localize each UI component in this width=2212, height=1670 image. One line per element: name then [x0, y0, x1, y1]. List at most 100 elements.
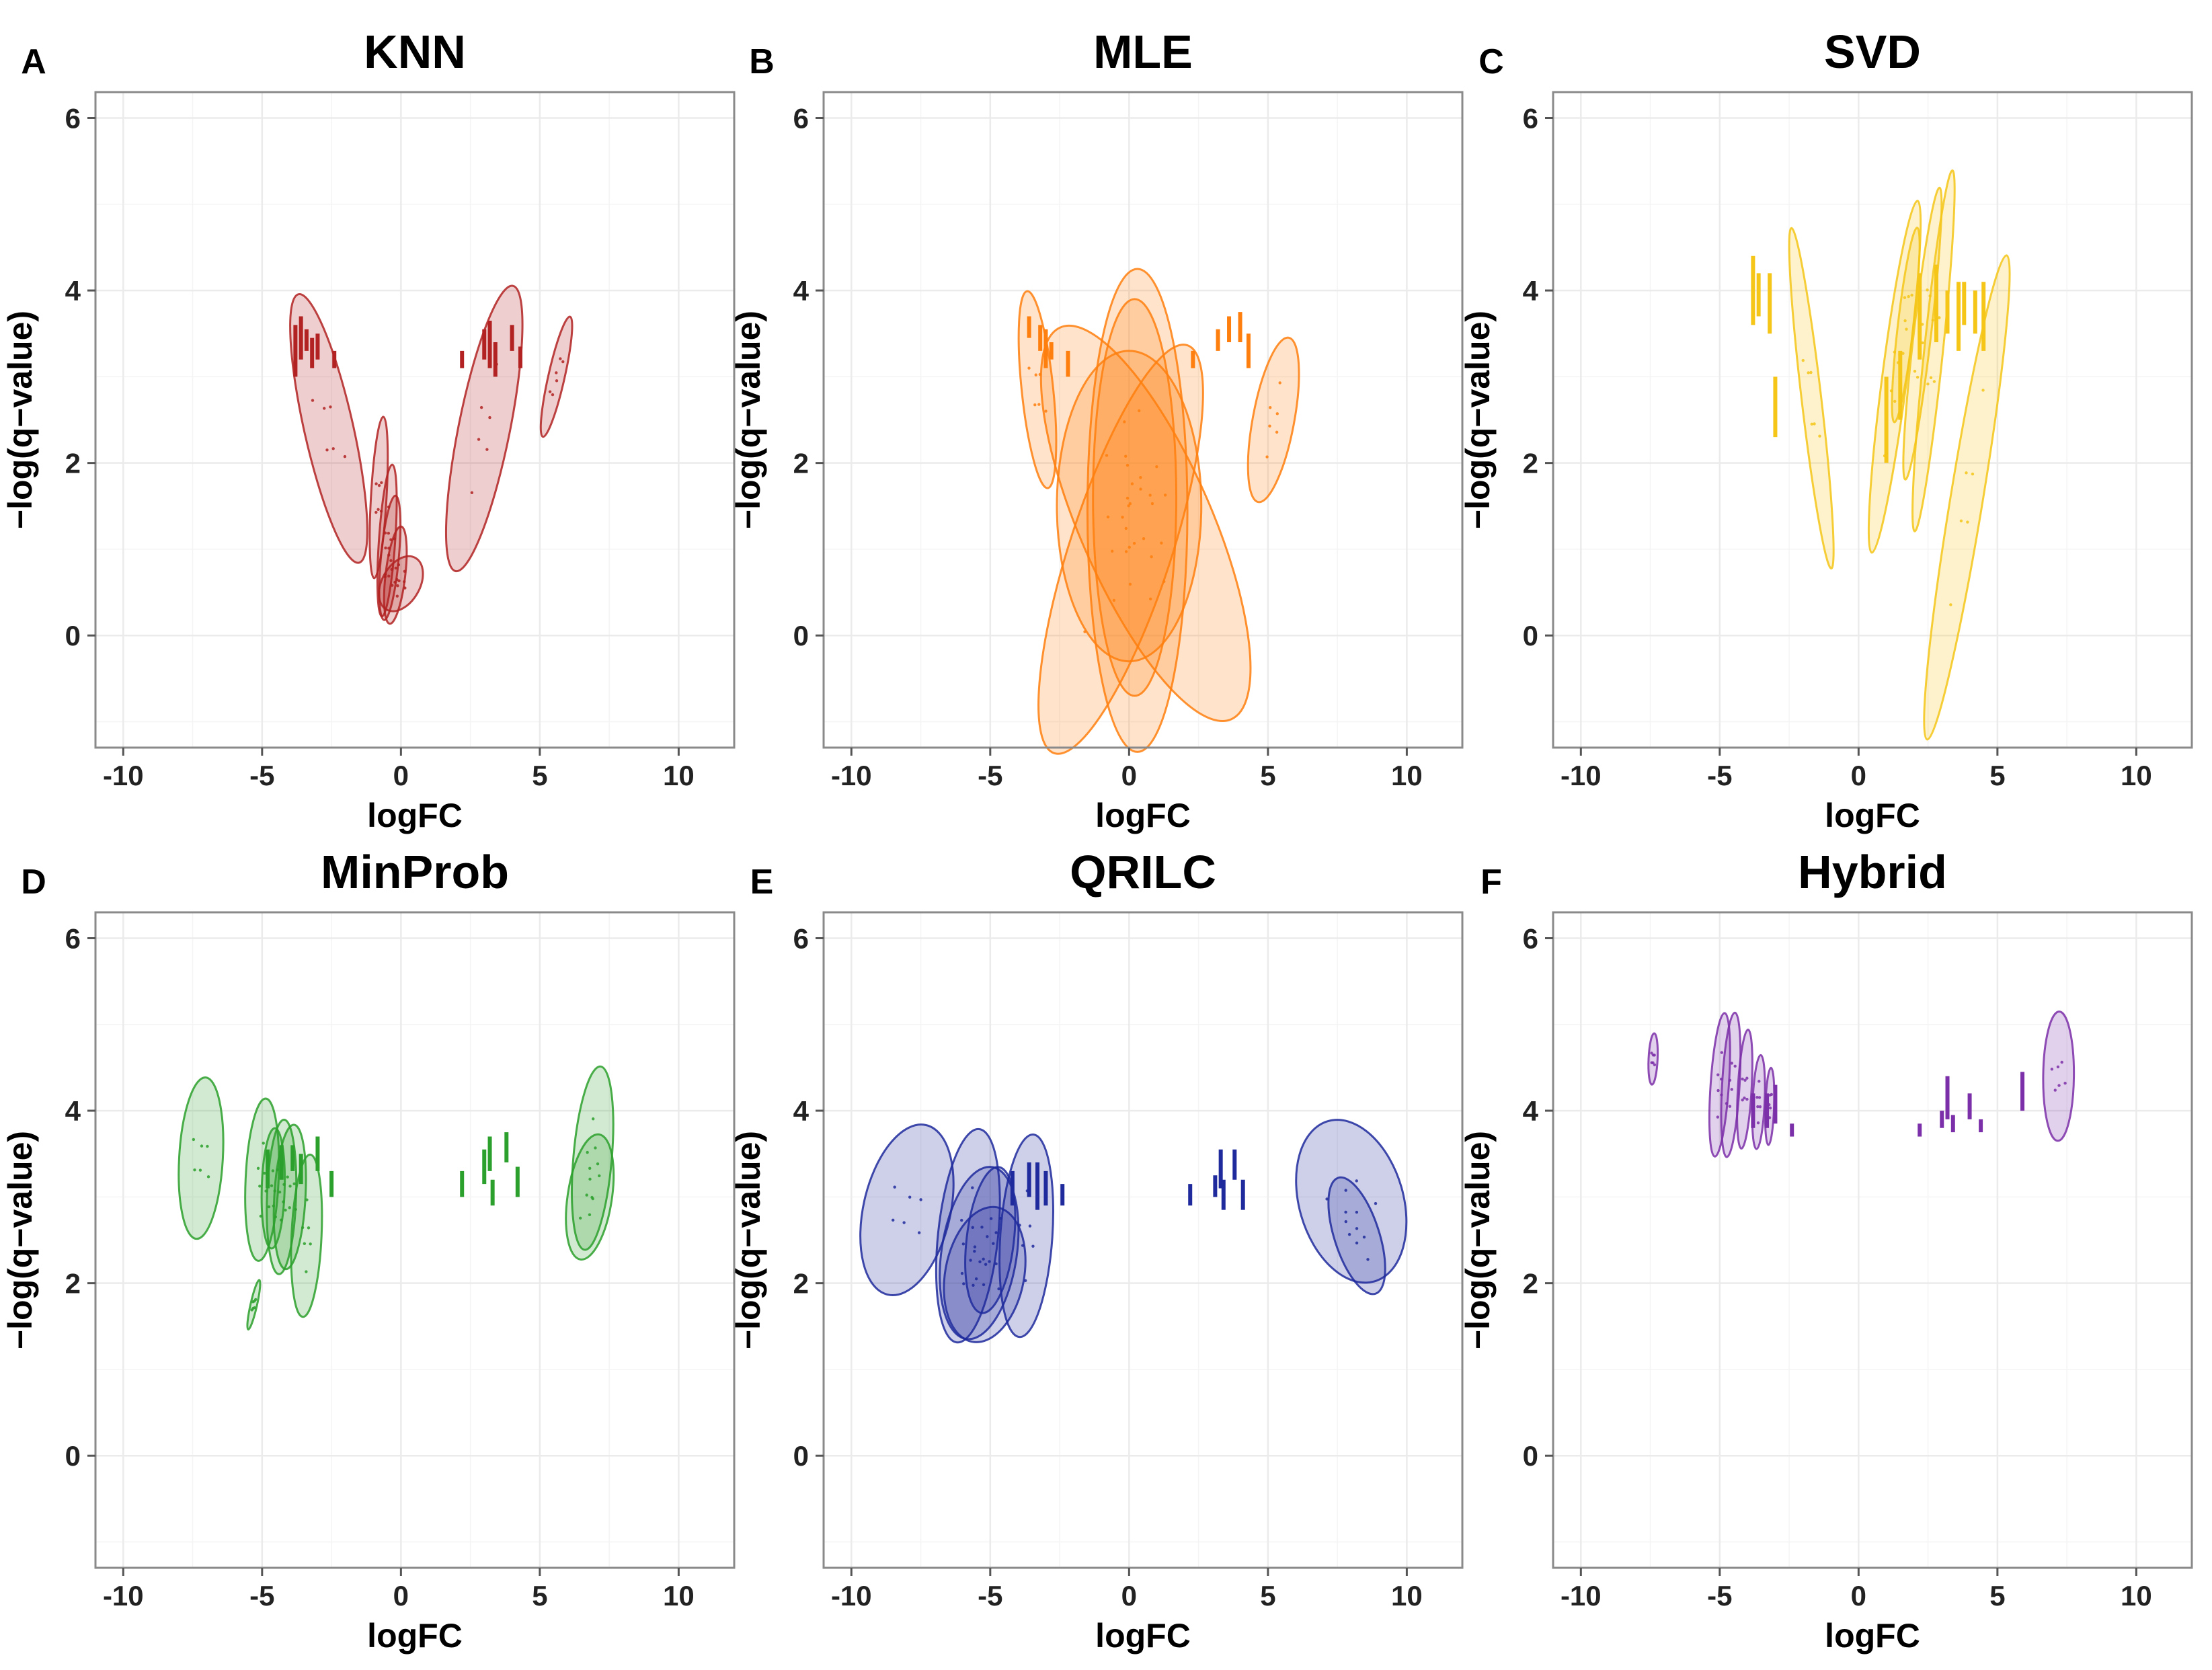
data-point: [380, 481, 383, 485]
data-point: [1743, 1078, 1747, 1082]
cluster-ellipse: [1647, 1032, 1659, 1086]
x-tick-label: 10: [2121, 1580, 2152, 1612]
data-point: [271, 1169, 275, 1172]
data-point: [1650, 1061, 1653, 1064]
y-tick-label: 4: [65, 1095, 81, 1127]
data-point: [1720, 1051, 1724, 1054]
data-point: [988, 1260, 991, 1263]
data-point: [193, 1168, 196, 1172]
data-point: [548, 390, 552, 393]
data-point: [989, 1217, 993, 1220]
data-point: [1125, 496, 1130, 500]
cluster-ellipse: [1902, 186, 1943, 481]
cluster-ellipse: [289, 292, 368, 564]
cluster-ellipse: [943, 1205, 1027, 1343]
x-axis-label: logFC: [1095, 1617, 1191, 1655]
data-point: [1768, 1106, 1772, 1110]
panel-letter: A: [21, 42, 46, 81]
data-point: [908, 1195, 912, 1199]
y-tick-label: 0: [793, 1440, 809, 1472]
data-point: [294, 1207, 297, 1211]
data-point: [251, 1300, 255, 1304]
data-point: [1730, 1088, 1733, 1091]
data-layer: [1751, 169, 2011, 741]
data-point: [1124, 526, 1128, 530]
data-point: [1344, 1210, 1347, 1214]
data-point: [1139, 476, 1142, 479]
data-point: [286, 1175, 289, 1179]
x-tick-label: 10: [1391, 760, 1423, 791]
data-point: [477, 438, 481, 441]
data-point: [1268, 424, 1271, 428]
data-layer: [177, 1065, 615, 1331]
data-point: [198, 1168, 202, 1172]
y-tick-label: 0: [793, 620, 809, 651]
panel-b: -10 -5 0 5 10 0 2 4 6 logFC −log(q−value) MLE B: [729, 26, 1464, 834]
plot-area: [1552, 911, 2193, 1569]
y-tick-label: 0: [65, 620, 81, 651]
data-point: [278, 1190, 282, 1194]
data-point: [1265, 455, 1269, 459]
data-point: [1971, 472, 1975, 476]
data-point: [1268, 405, 1272, 409]
x-axis-label: logFC: [1825, 1617, 1920, 1655]
data-point: [1756, 1105, 1760, 1109]
data-point: [971, 1226, 974, 1230]
data-point: [986, 1235, 989, 1238]
data-point: [1105, 454, 1109, 457]
data-point: [1124, 550, 1128, 553]
data-point: [303, 1242, 307, 1246]
data-point: [1123, 454, 1128, 458]
data-point: [1743, 1096, 1746, 1100]
data-point: [992, 1242, 995, 1245]
cluster-ellipse: [368, 415, 389, 580]
data-point: [1770, 1092, 1774, 1097]
minor-grid: [1553, 92, 2192, 748]
x-tick-label: -5: [1707, 760, 1732, 791]
x-tick-label: -10: [1561, 1580, 1602, 1612]
data-point: [1160, 541, 1163, 545]
data-layer: [1647, 1010, 2076, 1158]
data-point: [1037, 403, 1041, 406]
cluster-ellipse: [1086, 268, 1189, 753]
data-point: [1132, 541, 1136, 545]
y-tick-label: 4: [65, 275, 81, 307]
data-point: [1745, 1076, 1749, 1080]
y-axis-label: −log(q−value): [1, 311, 39, 529]
panel-e: -10 -5 0 5 10 0 2 4 6 logFC −log(q−value) QRILC E: [729, 846, 1464, 1655]
data-point: [1653, 1053, 1656, 1057]
data-layer: [859, 1119, 1408, 1344]
data-point: [1903, 319, 1907, 323]
cluster-ellipse: [1037, 344, 1204, 755]
data-point: [311, 399, 315, 402]
y-tick-label: 0: [65, 1440, 81, 1472]
data-point: [973, 1245, 977, 1248]
panel-d: -10 -5 0 5 10 0 2 4 6 logFC −log(q−value) MinProb D: [1, 846, 736, 1655]
panel-title: MLE: [1093, 26, 1193, 78]
y-tick-label: 0: [1523, 1440, 1538, 1472]
data-point: [267, 1205, 271, 1209]
data-point: [1905, 327, 1908, 331]
data-point: [1757, 1080, 1761, 1083]
x-tick-label: 0: [1851, 1580, 1866, 1612]
x-tick-label: -10: [831, 1580, 872, 1612]
cluster-ellipse: [539, 315, 574, 438]
data-point: [1125, 463, 1130, 467]
x-tick-label: 5: [1989, 1580, 2005, 1612]
x-tick-label: -10: [1561, 760, 1602, 791]
data-point: [1810, 422, 1814, 426]
data-point: [1965, 471, 1968, 475]
cluster-ellipse: [565, 1133, 615, 1261]
data-point: [1355, 1227, 1359, 1230]
cluster-ellipse: [1247, 336, 1300, 504]
panel-title: MinProb: [321, 846, 509, 898]
x-tick-label: 10: [2121, 760, 2152, 791]
data-point: [559, 357, 562, 360]
cluster-ellipse: [1327, 1176, 1386, 1296]
data-point: [1728, 1105, 1732, 1108]
data-point: [1653, 1063, 1657, 1066]
data-point: [254, 1298, 258, 1302]
x-tick-label: 10: [663, 1580, 695, 1612]
x-tick-label: -10: [103, 760, 144, 791]
data-point: [1018, 1224, 1021, 1227]
